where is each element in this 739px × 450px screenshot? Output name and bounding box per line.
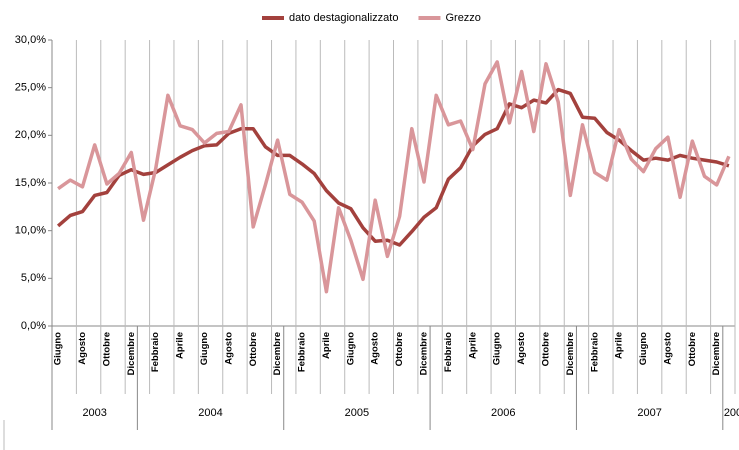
x-tick-label: Giugno xyxy=(638,332,649,365)
y-tick-label: 30,0% xyxy=(15,34,46,46)
x-tick-label: Aprile xyxy=(175,332,186,359)
x-tick-label: Agosto xyxy=(223,332,234,365)
year-label: 2006 xyxy=(491,407,515,419)
x-tick-label: Dicembre xyxy=(419,332,430,375)
series-line xyxy=(57,60,731,294)
x-tick-label: Giugno xyxy=(492,332,503,365)
y-tick-label: 10,0% xyxy=(15,225,46,237)
x-tick-label: Giugno xyxy=(345,332,356,365)
x-tick-label: Giugno xyxy=(199,332,210,365)
x-tick-label: Febbraio xyxy=(589,332,600,372)
x-tick-label: Giugno xyxy=(53,332,64,365)
x-tick-label: Ottobre xyxy=(394,332,405,366)
x-tick-label: Ottobre xyxy=(248,332,259,366)
x-tick-label: Dicembre xyxy=(126,332,137,375)
y-tick-label: 20,0% xyxy=(15,129,46,141)
x-tick-label: Febbraio xyxy=(297,332,308,372)
year-label: 200 xyxy=(724,407,739,419)
x-tick-label: Febbraio xyxy=(443,332,454,372)
x-tick-label: Ottobre xyxy=(101,332,112,366)
x-tick-label: Agosto xyxy=(662,332,673,365)
x-tick-label: Ottobre xyxy=(540,332,551,366)
x-tick-label: Febbraio xyxy=(150,332,161,372)
x-tick-label: Dicembre xyxy=(272,332,283,375)
x-tick-label: Agosto xyxy=(77,332,88,365)
x-tick-label: Aprile xyxy=(614,332,625,359)
x-tick-label: Aprile xyxy=(321,332,332,359)
y-tick-label: 15,0% xyxy=(15,177,46,189)
year-label: 2005 xyxy=(345,407,369,419)
legend-label: dato destagionalizzato xyxy=(289,12,398,24)
y-tick-label: 25,0% xyxy=(15,82,46,94)
x-tick-label: Dicembre xyxy=(565,332,576,375)
year-label: 2004 xyxy=(198,407,222,419)
legend-label: Grezzo xyxy=(445,12,480,24)
x-tick-label: Aprile xyxy=(467,332,478,359)
year-label: 2007 xyxy=(637,407,661,419)
x-tick-label: Dicembre xyxy=(711,332,722,375)
y-tick-label: 0,0% xyxy=(21,320,46,332)
year-label: 2003 xyxy=(82,407,106,419)
y-tick-label: 5,0% xyxy=(21,272,46,284)
x-tick-label: Ottobre xyxy=(687,332,698,366)
x-tick-label: Agosto xyxy=(370,332,381,365)
x-tick-label: Agosto xyxy=(516,332,527,365)
